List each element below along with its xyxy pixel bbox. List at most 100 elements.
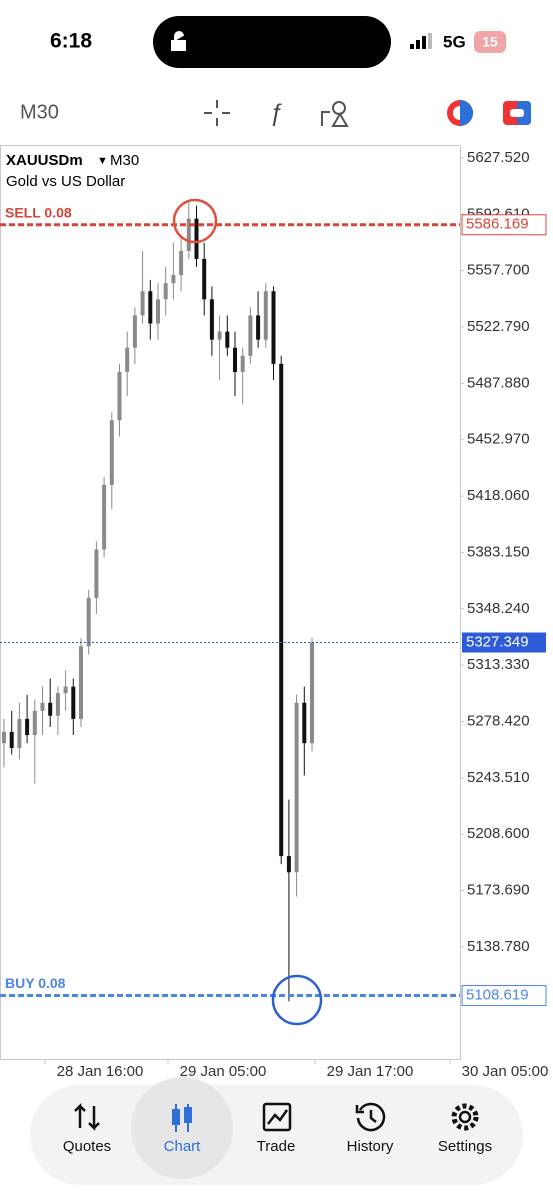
candle-body [2, 731, 6, 744]
price-badge [461, 985, 547, 1007]
y-tick-label: 5173.690 [467, 881, 530, 898]
candle-body [40, 702, 45, 711]
objects-button[interactable] [321, 101, 349, 127]
candle-body [263, 291, 268, 340]
candle-body [55, 693, 60, 716]
trade-icon[interactable] [262, 1102, 292, 1132]
candle-body [233, 347, 237, 372]
battery-level: 15 [482, 34, 498, 50]
candle-body [171, 275, 176, 284]
account-button[interactable] [447, 100, 473, 126]
nav-label[interactable]: Chart [164, 1138, 202, 1155]
candle-body [132, 315, 137, 348]
candle-body [125, 347, 130, 372]
y-tick-label: 5138.780 [467, 938, 530, 955]
x-tick-label: 30 Jan 05:00 [462, 1063, 549, 1080]
price-badge-label: 5586.169 [466, 216, 529, 233]
candle-body [86, 597, 91, 647]
price-badge-label: 5108.619 [466, 987, 529, 1004]
candle-body [310, 642, 314, 744]
symbol: XAUUSDm [6, 152, 83, 169]
nav-label[interactable]: History [347, 1138, 394, 1155]
candle-body [109, 420, 114, 485]
nav-bar [30, 1085, 523, 1185]
order-label: SELL 0.08 [5, 204, 72, 220]
y-tick-label: 5383.150 [467, 543, 530, 560]
timeframe-button[interactable]: M30 [20, 101, 59, 123]
order-label: BUY 0.08 [5, 975, 66, 991]
chart: 5627.5205592.6105557.7005522.7905487.880… [0, 149, 548, 1080]
annotation-circle [172, 198, 218, 244]
candle-body [79, 646, 83, 719]
network: 5G [443, 32, 466, 51]
y-tick-label: 5348.240 [467, 600, 530, 617]
candle-body [209, 299, 214, 340]
candle-body [117, 371, 122, 421]
candle-body [186, 218, 191, 251]
chart-timeframe: M30 [110, 152, 139, 169]
candle-body [194, 218, 199, 259]
x-tick-label: 29 Jan 05:00 [180, 1063, 267, 1080]
candle-body [17, 718, 22, 748]
candle-body [140, 291, 145, 316]
annotation-circle [271, 974, 323, 1026]
candle-body [148, 291, 153, 324]
candle-body [102, 484, 107, 550]
dropdown-arrow[interactable]: ▼ [97, 155, 108, 167]
active-tab-bg [131, 1077, 233, 1179]
candle-body [48, 702, 53, 716]
candle-body [271, 291, 276, 364]
nav-label[interactable]: Quotes [63, 1138, 111, 1155]
nav-label[interactable]: Trade [257, 1138, 296, 1155]
dynamic-island [153, 16, 391, 68]
candle-body [156, 299, 160, 324]
description: Gold vs US Dollar [6, 173, 125, 190]
candle-body [279, 363, 284, 857]
candle-body [240, 355, 245, 372]
bid-badge-label: 5327.349 [466, 633, 529, 650]
y-tick-label: 5627.520 [467, 149, 530, 166]
crosshair-button[interactable] [204, 100, 230, 126]
candle-body [71, 686, 76, 719]
quotes-icon[interactable] [74, 1102, 100, 1132]
nav-label[interactable]: Settings [438, 1138, 492, 1155]
y-tick-label: 5487.880 [467, 374, 530, 391]
x-tick-label: 28 Jan 16:00 [57, 1063, 144, 1080]
x-tick-label: 29 Jan 17:00 [327, 1063, 414, 1080]
candle-body [94, 549, 99, 598]
chart-icon[interactable] [172, 1104, 192, 1132]
candle-body [225, 331, 230, 348]
candle-body [302, 702, 307, 744]
candle-body [202, 258, 207, 300]
signal-icon [410, 33, 432, 49]
candle-body [32, 710, 37, 736]
y-tick-label: 5313.330 [467, 656, 530, 673]
candle-body [179, 250, 184, 276]
y-tick-label: 5243.510 [467, 769, 530, 786]
trade-button[interactable] [503, 101, 531, 125]
history-icon[interactable] [355, 1102, 386, 1132]
indicators-button[interactable]: ƒ [269, 99, 282, 126]
candle-body [286, 856, 291, 873]
y-tick-label: 5522.790 [467, 318, 530, 335]
candle-body [25, 718, 30, 736]
chart-frame [0, 145, 461, 1060]
y-tick-label: 5278.420 [467, 712, 530, 729]
candle-body [256, 315, 261, 340]
candle-body [63, 686, 68, 694]
y-tick-label: 5557.700 [467, 262, 530, 279]
bid-badge [462, 632, 546, 653]
candle-body [163, 283, 168, 300]
y-tick-label: 5418.060 [467, 487, 530, 504]
time: 6:18 [50, 30, 92, 53]
candle-body [9, 731, 14, 748]
candle-body [294, 702, 299, 873]
candle-body [217, 331, 222, 340]
y-tick-label: 5208.600 [467, 825, 530, 842]
settings-icon[interactable] [451, 1103, 479, 1131]
y-tick-label: 5452.970 [467, 431, 530, 448]
lock-icon [171, 31, 186, 51]
price-badge [461, 214, 547, 236]
candle-body [248, 315, 253, 356]
